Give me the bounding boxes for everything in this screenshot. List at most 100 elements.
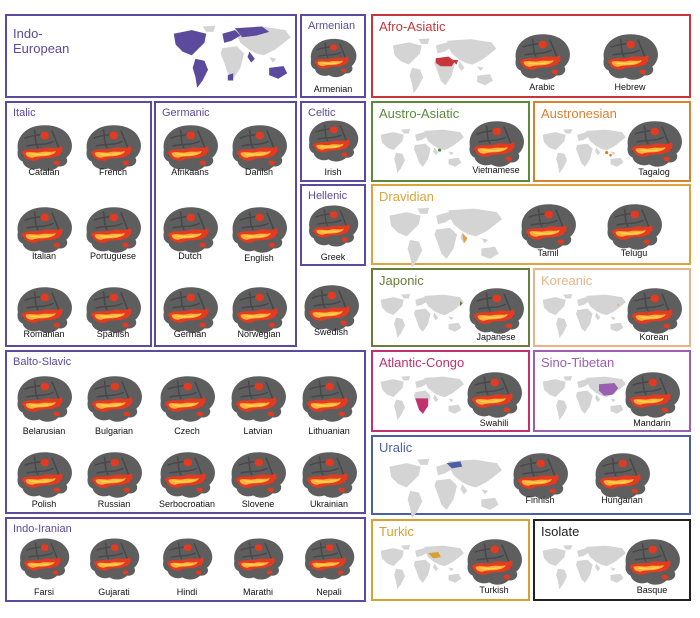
label-nepali: Nepali: [316, 587, 342, 597]
label-turkish: Turkish: [479, 585, 509, 595]
world-map-indo-european: [173, 22, 298, 94]
label-french: French: [98, 167, 127, 177]
brain-russian: [83, 444, 145, 506]
panel-italic: Italic Catalan French Italian Portuguese…: [5, 101, 152, 347]
world-map-austro-asiatic: [373, 127, 469, 177]
family-title-austronesian: Austronesian: [541, 106, 617, 121]
label-ukrainian: Ukrainian: [309, 499, 349, 509]
panel-koreanic: Koreanic Korean: [533, 268, 691, 347]
brain-latvian: [227, 368, 289, 430]
family-title-uralic: Uralic: [379, 440, 413, 455]
brain-gujarati: [83, 531, 145, 587]
panel-isolate: Isolate Basque: [533, 519, 691, 601]
brain-polish: [13, 444, 75, 506]
label-hungarian: Hungarian: [601, 495, 643, 505]
panel-atlantic-congo: Atlantic-Congo Swahili: [371, 350, 530, 432]
brain-czech: [156, 368, 218, 430]
label-hebrew: Hebrew: [614, 82, 646, 92]
panel-indo-european: Indo- European: [5, 14, 297, 98]
label-afrikaans: Afrikaans: [171, 167, 209, 177]
family-title-italic: Italic: [13, 107, 36, 119]
panel-afro-asiatic: Afro-Asiatic Arabic Hebrew: [371, 14, 691, 98]
world-map-sino-tibetan: [535, 374, 631, 424]
brain-mandarin: [621, 364, 683, 426]
label-armenian: Armenian: [313, 84, 353, 94]
label-spanish: Spanish: [96, 329, 130, 339]
brain-turkish: [463, 531, 525, 593]
brain-swahili: [463, 364, 525, 426]
panel-austro-asiatic: Austro-Asiatic Vietnamese: [371, 101, 530, 182]
label-greek: Greek: [320, 252, 346, 262]
label-vietnamese: Vietnamese: [472, 165, 520, 175]
panel-sino-tibetan: Sino-Tibetan Mandarin: [533, 350, 691, 432]
family-title-dravidian: Dravidian: [379, 189, 434, 204]
brain-slovene: [227, 444, 289, 506]
world-map-atlantic-congo: [373, 374, 469, 424]
brain-irish: [303, 113, 363, 169]
panel-hellenic: Hellenic Greek: [300, 184, 366, 266]
family-title-germanic: Germanic: [162, 107, 210, 119]
brain-arabic: [511, 26, 573, 88]
world-map-austronesian: [535, 127, 631, 177]
label-korean: Korean: [639, 332, 669, 342]
label-czech: Czech: [174, 426, 200, 436]
label-slovene: Slovene: [241, 499, 275, 509]
label-arabic: Arabic: [529, 82, 555, 92]
label-marathi: Marathi: [242, 587, 273, 597]
brain-marathi: [227, 531, 289, 587]
label-serbocroatian: Serbocroatian: [158, 499, 216, 509]
label-romanian: Romanian: [23, 329, 65, 339]
label-swedish: Swedish: [313, 327, 349, 337]
brain-ukrainian: [298, 444, 360, 506]
brain-hebrew: [599, 26, 661, 88]
label-bulgarian: Bulgarian: [94, 426, 134, 436]
label-telugu: Telugu: [620, 248, 648, 258]
brain-serbocroatian: [156, 444, 218, 506]
brain-belarusian: [13, 368, 75, 430]
label-english: English: [244, 253, 274, 263]
label-irish: Irish: [324, 167, 342, 177]
family-title-austro-asiatic: Austro-Asiatic: [379, 106, 460, 121]
panel-balto-slavic: Balto-Slavic Belarusian Bulgarian Czech …: [5, 350, 366, 514]
family-title-sino-tibetan: Sino-Tibetan: [541, 355, 615, 370]
brain-lithuanian: [298, 368, 360, 430]
label-lithuanian: Lithuanian: [308, 426, 350, 436]
family-title-turkic: Turkic: [379, 524, 414, 539]
label-german: German: [173, 329, 207, 339]
brain-hindi: [156, 531, 218, 587]
brain-armenian: [303, 32, 363, 84]
panel-turkic: Turkic Turkish: [371, 519, 530, 601]
family-title-isolate: Isolate: [541, 524, 580, 539]
label-portuguese: Portuguese: [89, 251, 137, 261]
label-japanese: Japanese: [476, 332, 516, 342]
brain-tagalog: [623, 113, 685, 175]
panel-dravidian: Dravidian Tamil Telugu: [371, 184, 691, 265]
world-map-afro-asiatic: [383, 36, 503, 98]
family-title-celtic: Celtic: [308, 107, 336, 119]
label-polish: Polish: [31, 499, 57, 509]
family-title-indo-iranian: Indo-Iranian: [13, 523, 72, 535]
label-mandarin: Mandarin: [633, 418, 671, 428]
label-hindi: Hindi: [176, 587, 198, 597]
brain-farsi: [13, 531, 75, 587]
panel-indo-iranian: Indo-Iranian Farsi Gujarati Hindi Marath…: [5, 517, 366, 602]
label-italian: Italian: [31, 251, 57, 261]
family-title-japonic: Japonic: [379, 273, 424, 288]
family-title-koreanic: Koreanic: [541, 273, 593, 288]
panel-germanic: Germanic Afrikaans Danish Dutch English …: [154, 101, 297, 347]
family-title-balto-slavic: Balto-Slavic: [13, 356, 72, 368]
panel-austronesian: Austronesian Tagalog: [533, 101, 691, 182]
label-tagalog: Tagalog: [638, 167, 670, 177]
panel-uralic: Uralic Finnish Hungarian: [371, 435, 691, 515]
world-map-dravidian: [379, 204, 509, 274]
label-norwegian: Norwegian: [237, 329, 281, 339]
brain-basque: [621, 531, 683, 593]
family-title-afro-asiatic: Afro-Asiatic: [379, 19, 446, 34]
panel-armenian: Armenian Armenian: [300, 14, 366, 98]
world-map-koreanic: [535, 292, 631, 342]
world-map-uralic: [379, 455, 509, 525]
family-title-indo-european: Indo- European: [13, 26, 70, 56]
family-title-atlantic-congo: Atlantic-Congo: [379, 355, 465, 370]
label-swahili: Swahili: [479, 418, 509, 428]
label-farsi: Farsi: [34, 587, 54, 597]
